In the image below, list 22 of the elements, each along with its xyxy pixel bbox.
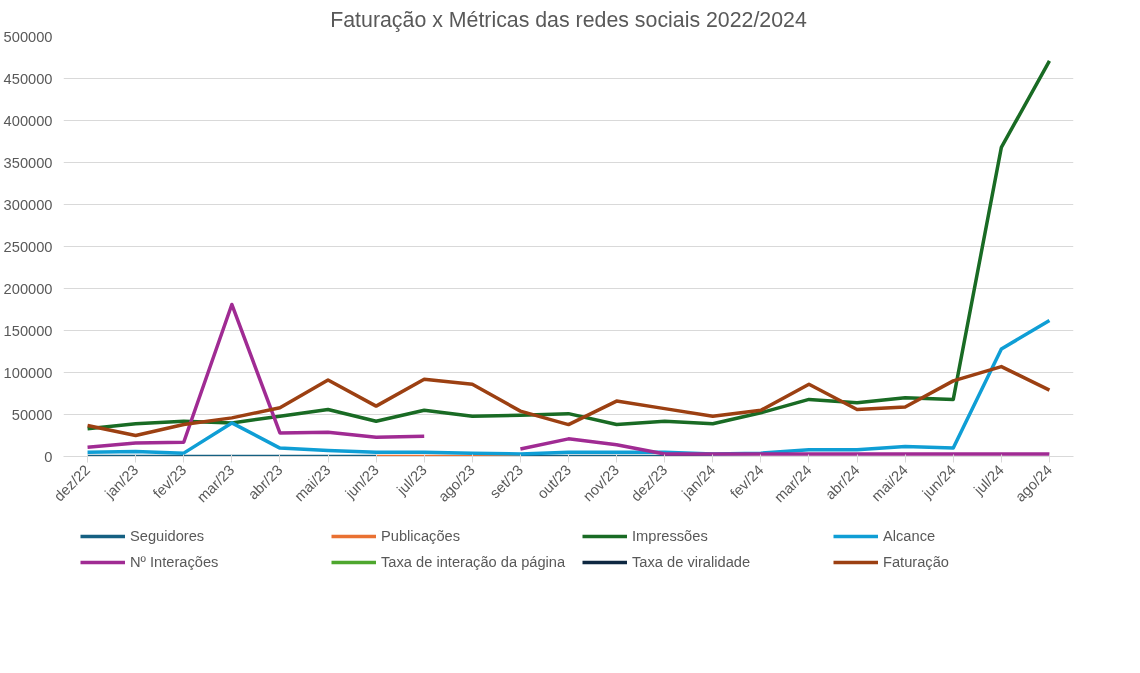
- y-tick-label: 250000: [3, 238, 53, 255]
- legend-label: Taxa de interação da página: [381, 554, 567, 570]
- y-tick-label: 150000: [3, 322, 53, 339]
- y-tick-label: 500000: [3, 28, 53, 45]
- y-tick-label: 50000: [11, 406, 53, 423]
- legend-label: Publicações: [381, 528, 462, 544]
- legend-label: Impressões: [632, 528, 709, 544]
- line-series: [85, 364, 1052, 438]
- y-tick-label: 200000: [3, 280, 53, 297]
- legend-label: Nº Interações: [130, 554, 220, 570]
- legend-label: Seguidores: [130, 528, 206, 544]
- legend-label: Taxa de viralidade: [632, 554, 752, 570]
- legend-label: Faturação: [883, 554, 950, 570]
- y-tick-label: 450000: [3, 70, 53, 87]
- line-series: [85, 59, 1052, 431]
- y-tick-label: 100000: [3, 364, 53, 381]
- legend-label: Alcance: [883, 528, 937, 544]
- y-tick-label: 300000: [3, 196, 53, 213]
- y-tick-label: 350000: [3, 154, 53, 171]
- chart-title: Faturação x Métricas das redes sociais 2022/2024: [330, 7, 807, 32]
- y-tick-label: 0: [44, 448, 53, 465]
- y-tick-label: 400000: [3, 112, 53, 129]
